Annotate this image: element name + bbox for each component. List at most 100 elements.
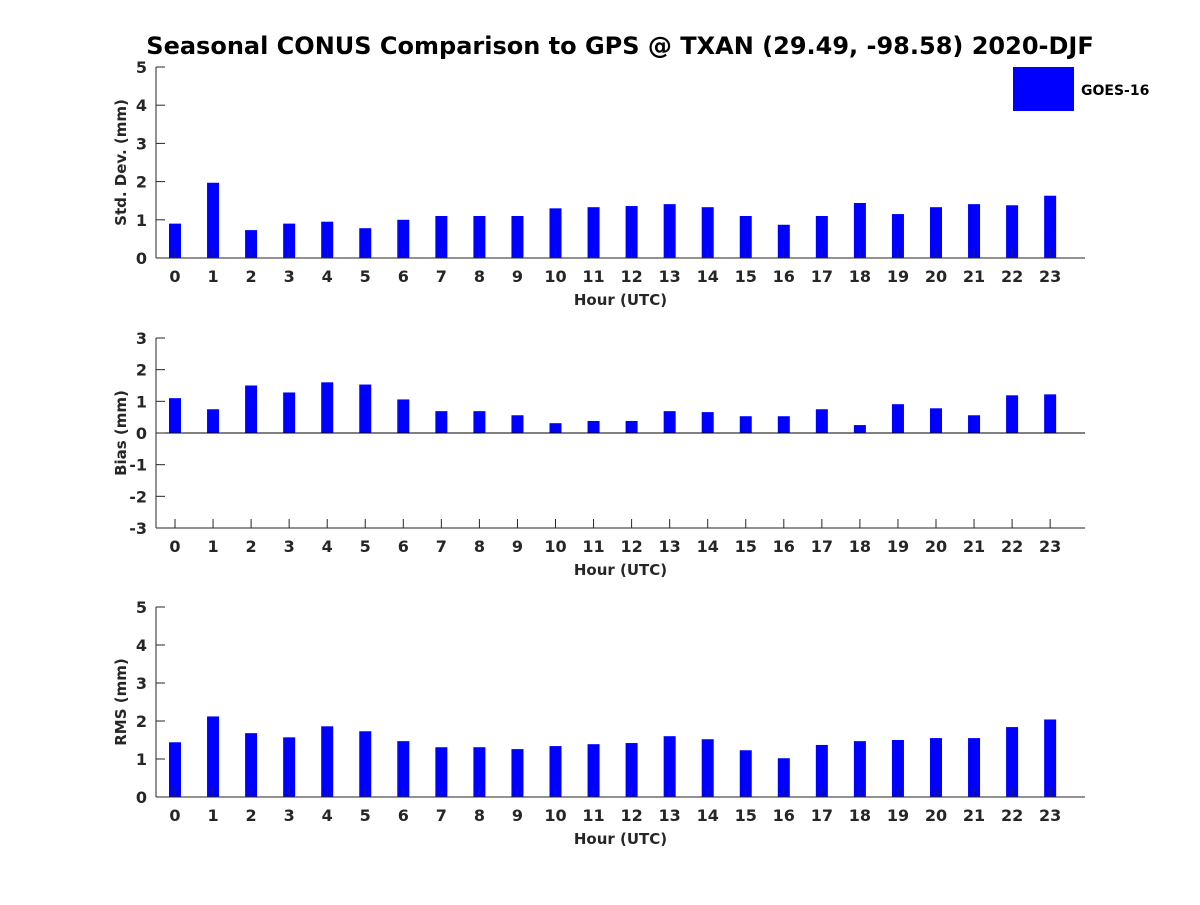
bar-hour-15 xyxy=(739,750,752,797)
x-tick-label: 15 xyxy=(735,267,757,286)
x-tick-label: 2 xyxy=(246,537,257,556)
x-tick-label: 14 xyxy=(697,806,719,825)
bar-hour-21 xyxy=(968,415,981,433)
x-tick-label: 6 xyxy=(398,806,409,825)
x-tick-label: 18 xyxy=(849,806,871,825)
bar-hour-1 xyxy=(207,409,220,433)
y-tick-label: 2 xyxy=(136,712,147,731)
x-tick-label: 21 xyxy=(963,267,985,286)
y-tick-label: 0 xyxy=(136,249,147,268)
bar-hour-10 xyxy=(549,423,562,433)
y-axis-label: RMS (mm) xyxy=(112,658,130,745)
y-tick-label: 5 xyxy=(136,58,147,77)
x-tick-label: 10 xyxy=(544,267,566,286)
bar-hour-13 xyxy=(663,411,676,433)
x-tick-label: 19 xyxy=(887,267,909,286)
x-tick-label: 11 xyxy=(582,267,604,286)
x-tick-label: 10 xyxy=(544,806,566,825)
bar-hour-13 xyxy=(663,736,676,797)
y-tick-label: 1 xyxy=(136,392,147,411)
x-tick-label: 16 xyxy=(773,806,795,825)
bar-hour-8 xyxy=(473,215,486,258)
x-tick-label: 2 xyxy=(246,806,257,825)
bar-hour-20 xyxy=(930,408,942,433)
bar-hour-7 xyxy=(435,747,448,797)
x-tick-label: 15 xyxy=(735,806,757,825)
x-tick-label: 18 xyxy=(849,537,871,556)
x-tick-label: 23 xyxy=(1039,806,1061,825)
bar-hour-15 xyxy=(739,215,752,258)
y-tick-label: 4 xyxy=(136,96,147,115)
y-tick-label: 5 xyxy=(136,598,147,617)
x-tick-label: 23 xyxy=(1039,537,1061,556)
bar-hour-13 xyxy=(663,204,676,258)
x-tick-label: 14 xyxy=(697,537,719,556)
y-tick-label: -1 xyxy=(129,456,147,475)
bar-hour-7 xyxy=(435,411,448,433)
x-tick-label: 13 xyxy=(659,806,681,825)
x-tick-label: 19 xyxy=(887,806,909,825)
bar-hour-21 xyxy=(968,738,981,797)
bar-hour-14 xyxy=(701,739,714,797)
x-tick-label: 5 xyxy=(360,806,371,825)
bar-hour-16 xyxy=(777,758,790,797)
bar-hour-18 xyxy=(853,202,866,258)
bar-hour-15 xyxy=(739,416,752,433)
x-tick-label: 16 xyxy=(773,537,795,556)
bar-hour-0 xyxy=(169,742,181,797)
x-tick-label: 22 xyxy=(1001,806,1023,825)
bar-hour-2 xyxy=(245,733,258,797)
bar-hour-20 xyxy=(930,738,942,797)
legend-swatch xyxy=(1013,67,1074,111)
bar-hour-5 xyxy=(359,228,372,258)
x-tick-label: 22 xyxy=(1001,267,1023,286)
bar-hour-8 xyxy=(473,411,486,433)
bar-hour-14 xyxy=(701,412,714,433)
bar-hour-17 xyxy=(815,215,828,258)
bar-hour-6 xyxy=(397,741,410,797)
x-tick-label: 17 xyxy=(811,806,833,825)
legend-label: GOES-16 xyxy=(1081,83,1149,99)
x-tick-label: 10 xyxy=(544,537,566,556)
bar-hour-23 xyxy=(1044,394,1057,433)
x-tick-label: 11 xyxy=(582,806,604,825)
x-tick-label: 9 xyxy=(512,806,523,825)
bar-hour-11 xyxy=(587,207,600,258)
y-tick-label: 0 xyxy=(136,788,147,807)
y-tick-label: 1 xyxy=(136,750,147,769)
x-axis-label: Hour (UTC) xyxy=(574,830,667,848)
bar-hour-0 xyxy=(169,223,181,258)
bar-hour-1 xyxy=(207,716,220,797)
y-tick-label: 0 xyxy=(136,424,147,443)
x-tick-label: 1 xyxy=(207,267,218,286)
x-tick-label: 22 xyxy=(1001,537,1023,556)
x-tick-label: 20 xyxy=(925,806,947,825)
x-tick-label: 2 xyxy=(246,267,257,286)
bar-hour-22 xyxy=(1006,395,1019,433)
x-tick-label: 1 xyxy=(207,806,218,825)
x-tick-label: 18 xyxy=(849,267,871,286)
x-tick-label: 11 xyxy=(582,537,604,556)
x-tick-label: 19 xyxy=(887,537,909,556)
bar-hour-19 xyxy=(891,740,904,797)
bar-hour-9 xyxy=(511,215,524,258)
bar-hour-8 xyxy=(473,747,486,797)
x-tick-label: 13 xyxy=(659,267,681,286)
bar-hour-5 xyxy=(359,384,372,433)
x-tick-label: 16 xyxy=(773,267,795,286)
x-tick-label: 0 xyxy=(169,267,180,286)
y-tick-label: 4 xyxy=(136,636,147,655)
bar-hour-23 xyxy=(1044,195,1057,258)
x-tick-label: 6 xyxy=(398,267,409,286)
x-tick-label: 17 xyxy=(811,537,833,556)
x-tick-label: 13 xyxy=(659,537,681,556)
y-tick-label: 1 xyxy=(136,211,147,230)
y-tick-label: -2 xyxy=(129,487,147,506)
x-tick-label: 9 xyxy=(512,267,523,286)
bar-hour-21 xyxy=(968,204,981,258)
y-axis-label: Std. Dev. (mm) xyxy=(112,99,130,226)
bar-hour-1 xyxy=(207,182,220,258)
